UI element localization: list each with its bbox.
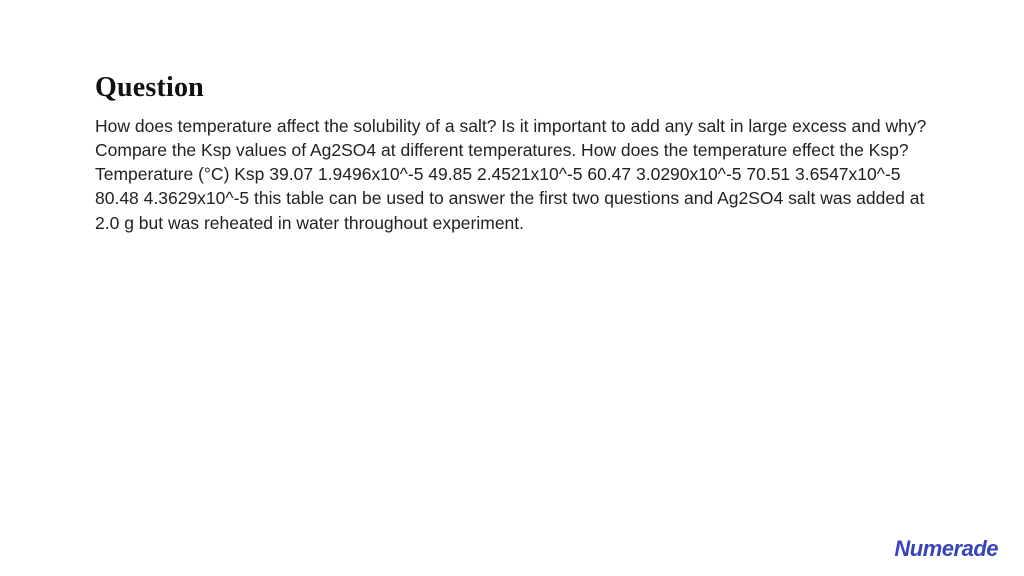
brand-logo: Numerade <box>894 536 998 562</box>
question-body: How does temperature affect the solubili… <box>95 114 929 235</box>
question-heading: Question <box>95 72 929 104</box>
question-content: Question How does temperature affect the… <box>0 0 1024 235</box>
